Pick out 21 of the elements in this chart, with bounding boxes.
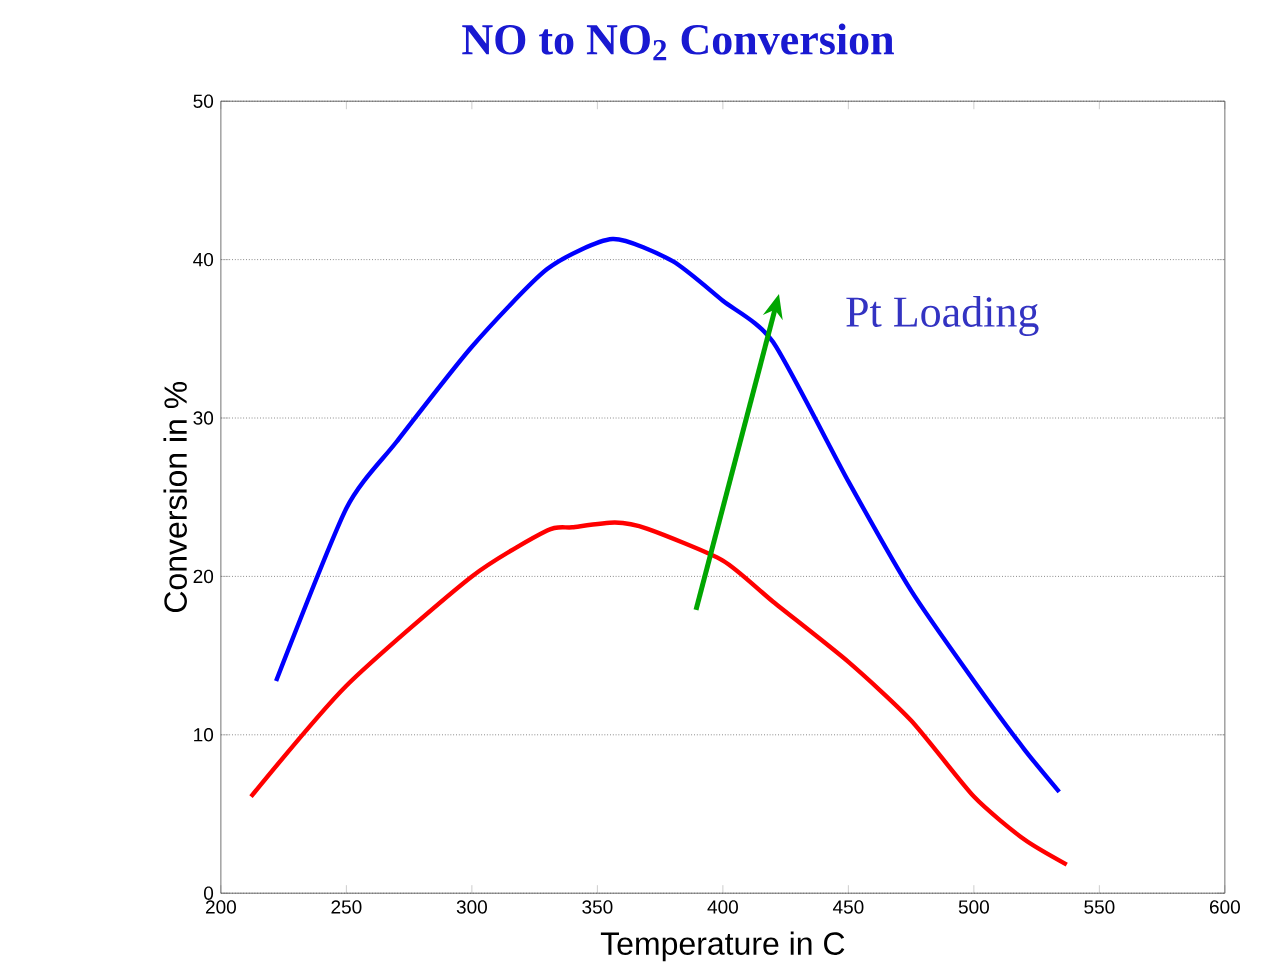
x-tick-label: 350 bbox=[582, 900, 613, 914]
y-axis-title: Conversion in % bbox=[163, 381, 187, 613]
y-tick-label: 10 bbox=[194, 728, 214, 742]
y-tick-label: 20 bbox=[193, 569, 214, 584]
x-tick-label: 300 bbox=[456, 900, 487, 914]
x-tick-label: 450 bbox=[832, 900, 864, 914]
line-series bbox=[248, 520, 1069, 867]
chart-title: NO to NO$_{2}$ Conversion bbox=[462, 23, 894, 61]
x-tick-label: 600 bbox=[1209, 900, 1240, 914]
y-tick-label: 0 bbox=[204, 886, 214, 900]
x-tick-label: 500 bbox=[958, 900, 989, 914]
x-tick-label: 250 bbox=[331, 900, 362, 914]
x-tick-label: 400 bbox=[707, 900, 738, 914]
y-tick-label: 40 bbox=[193, 252, 214, 267]
x-tick-label: 200 bbox=[205, 900, 236, 914]
line-series bbox=[273, 236, 1062, 795]
x-tick-label: 550 bbox=[1084, 900, 1115, 914]
annotation: Pt Loading bbox=[846, 295, 1039, 337]
y-tick-label: 30 bbox=[193, 411, 214, 425]
y-tick-label: 50 bbox=[193, 94, 214, 108]
x-axis-title: Temperature in C bbox=[600, 931, 845, 962]
